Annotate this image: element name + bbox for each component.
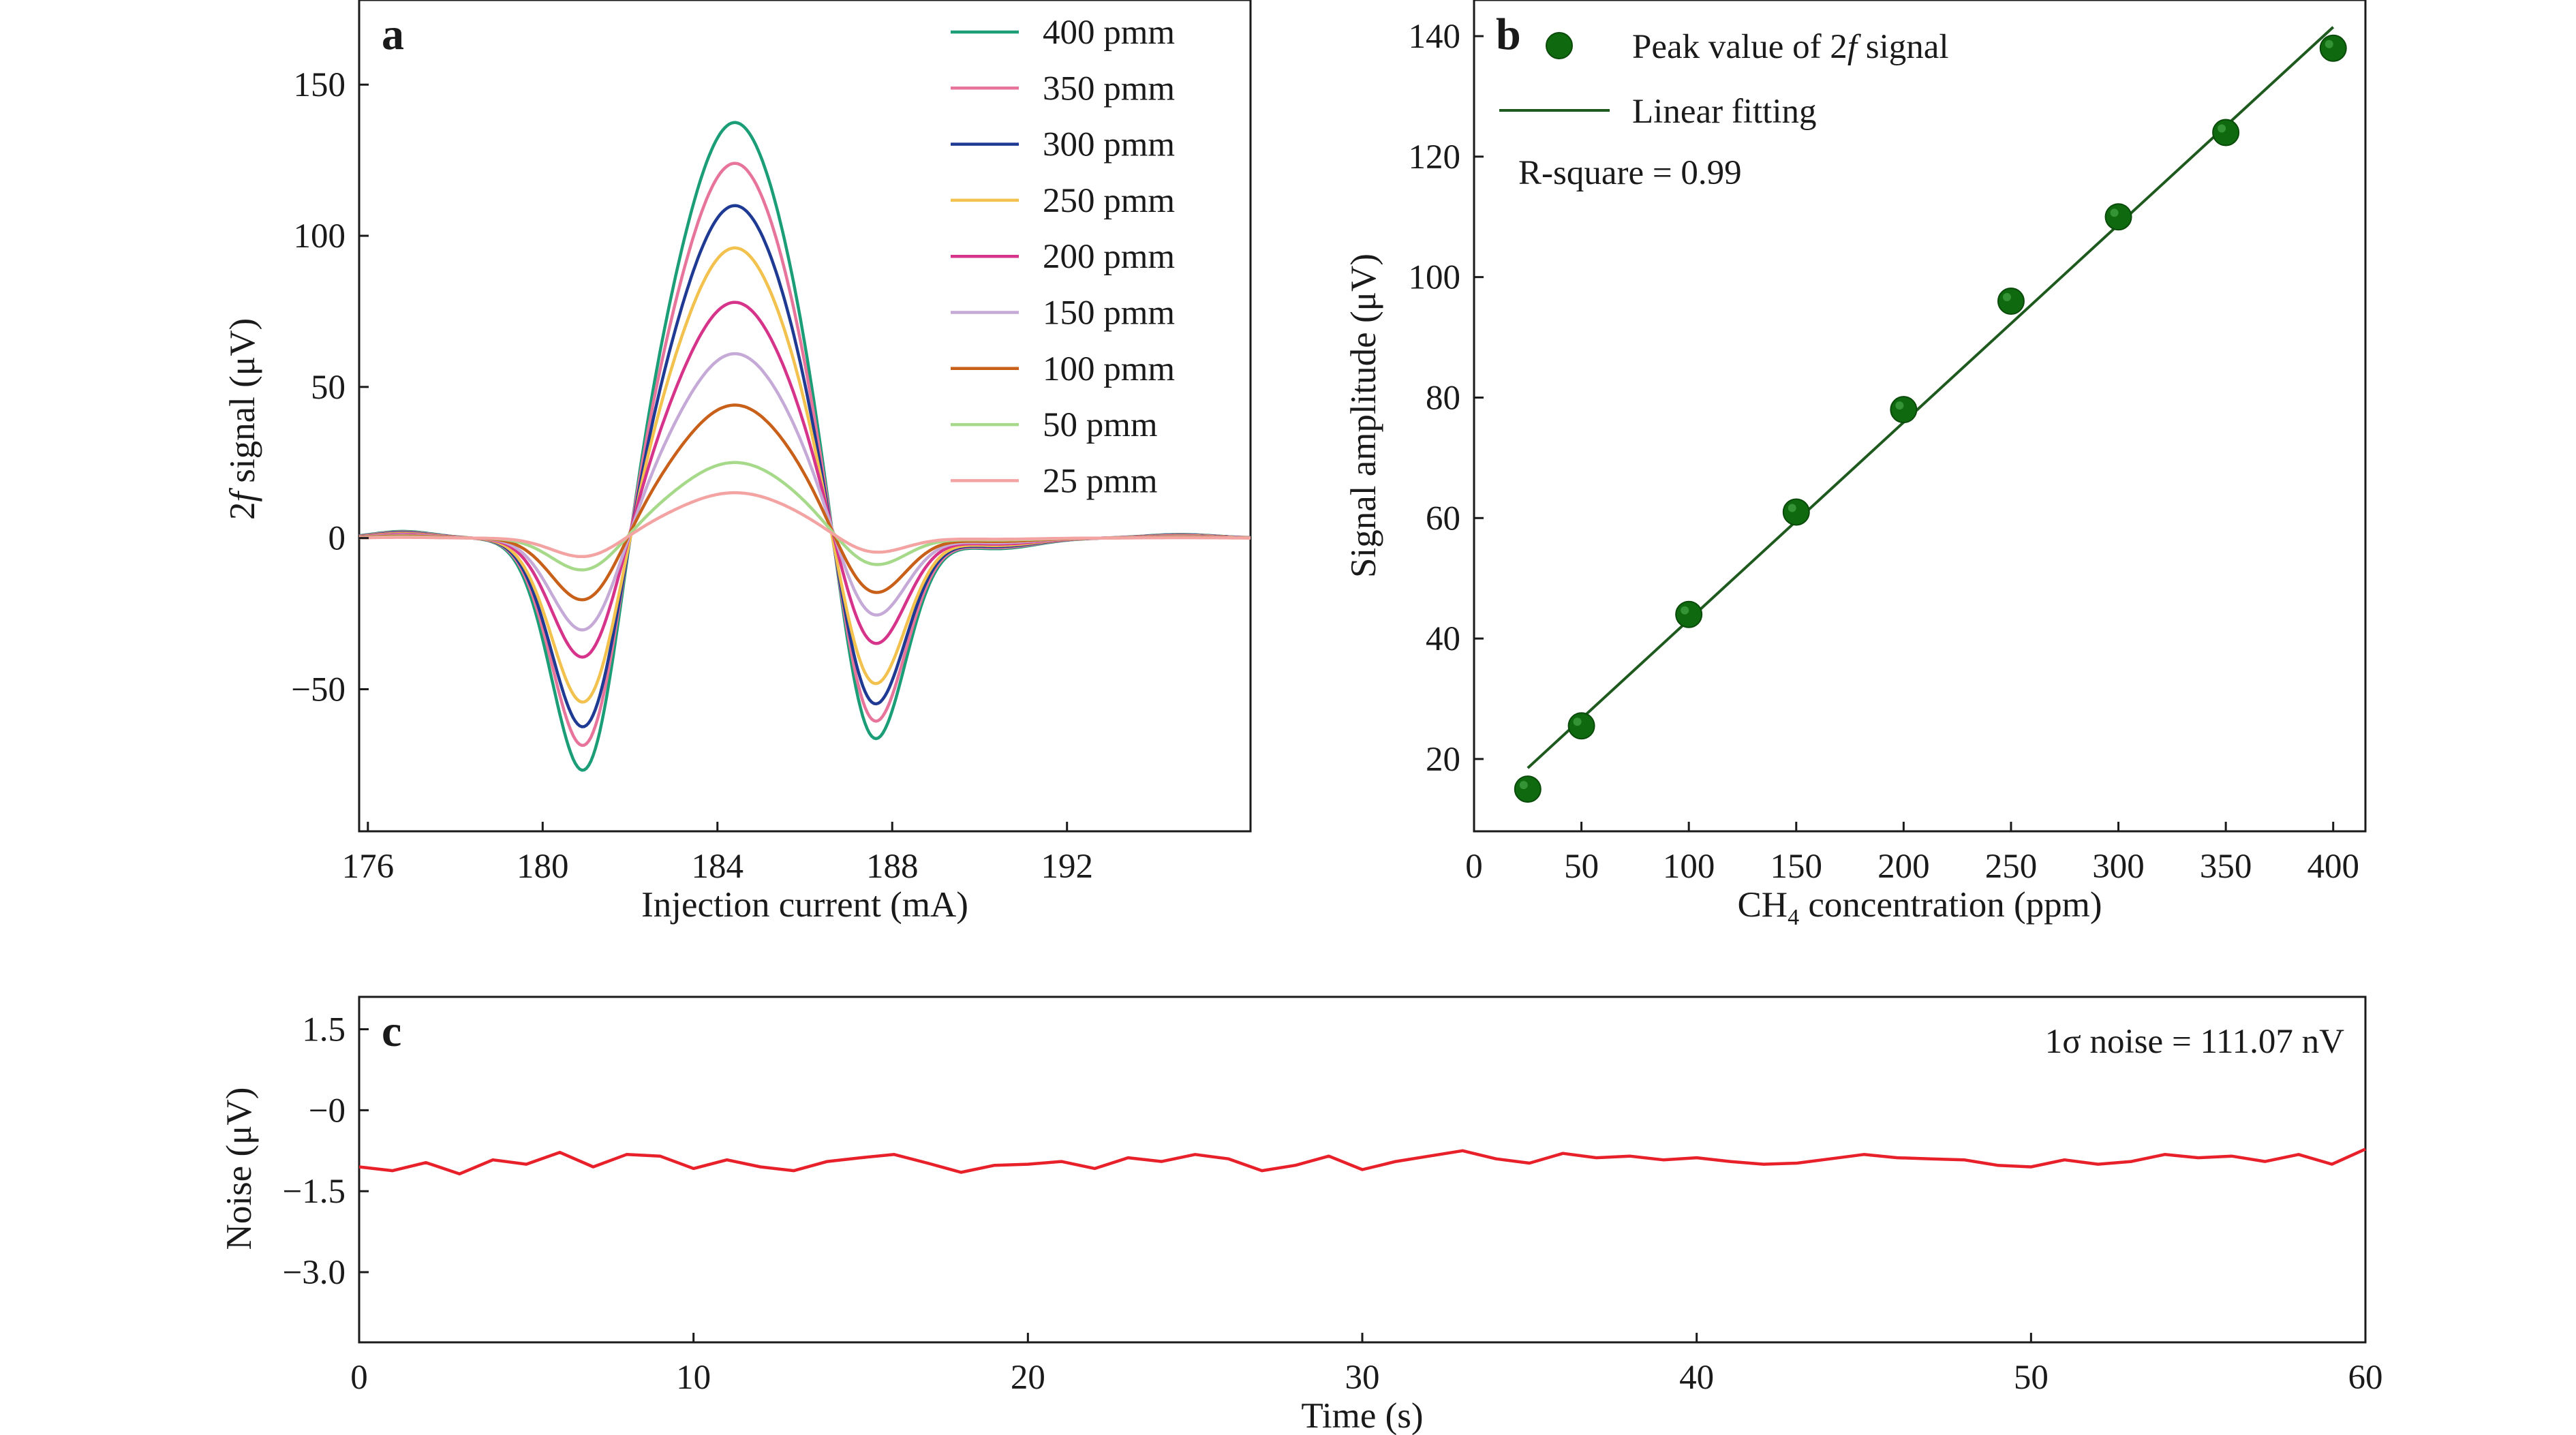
panel-letter-c: c [382,1006,401,1056]
y-axis-label: Signal amplitude (μV) [1344,253,1383,578]
legend-marker [1546,32,1573,59]
legend-label: 350 pmm [1043,70,1175,108]
data-point [1567,712,1595,740]
legend-label: 250 pmm [1043,182,1175,220]
x-tick-label: 50 [2014,1359,2049,1397]
y-tick-label: 20 [1426,741,1460,779]
data-point [1782,498,1810,526]
y-tick-label: −1.5 [282,1173,346,1211]
panel-c: 0 10 20 30 40 50 60 1.5 −0 −1.5 −3.0 Time (s) Noise … [219,996,2383,1435]
legend-label: 200 pmm [1043,238,1175,276]
x-tick-label: 50 [1564,848,1599,886]
y-tick-label: −50 [291,670,346,709]
y-axis-label: Noise (μV) [219,1087,259,1250]
y-tick-label: 40 [1426,620,1460,658]
panel-b: 0 50 100 150 200 250 300 350 400 20 40 60 80 100 120 14… [1344,0,2367,930]
legend-label: 150 pmm [1043,294,1175,333]
legend-label: 25 pmm [1043,462,1158,500]
x-tick-label: 20 [1011,1359,1045,1397]
x-tick-label: 176 [342,848,395,886]
legend-label: 100 pmm [1043,350,1175,388]
x-axis-label: Time (s) [1301,1396,1423,1435]
data-point [2104,203,2132,231]
plot-frame [1473,0,2367,833]
plot-frame [358,0,1252,833]
x-tick-label: 150 [1770,848,1823,886]
y-tick-label: 100 [1409,259,1461,297]
x-tick-label: 40 [1679,1359,1714,1397]
x-tick-label: 0 [350,1359,368,1397]
series-line-25-pmm [358,491,1251,559]
x-tick-label: 60 [2348,1359,2383,1397]
linear-fit-line [1527,26,2335,769]
x-tick-label: 0 [1465,848,1483,886]
legend-label: Linear fitting [1632,93,1817,131]
data-point [1890,396,1918,424]
legend-label: 400 pmm [1043,14,1175,52]
y-tick-label: 60 [1426,499,1460,538]
data-point-highlight [1573,718,1582,726]
x-axis-label: Injection current (mA) [641,885,968,925]
panel-letter-a: a [382,10,404,59]
data-point-highlight [1895,401,1904,410]
x-tick-label: 188 [866,848,919,886]
panel-a: 176 180 184 188 192 −50 0 50 100 150 Injection cur… [223,0,1252,925]
x-tick-label: 400 [2307,848,2359,886]
x-axis-label: CH4 concentration (ppm) [1737,885,2102,930]
data-point-highlight [2002,293,2011,302]
data-point [1514,775,1542,803]
y-tick-label: −0 [309,1092,346,1130]
y-tick-label: 120 [1409,138,1461,176]
data-point-highlight [2110,209,2119,217]
y-axis-label: 2f signal (μV) [223,318,262,520]
legend-label: 300 pmm [1043,126,1175,164]
y-tick-label: 140 [1409,18,1461,56]
data-point-highlight [2325,40,2333,48]
x-tick-label: 250 [1985,848,2038,886]
legend-label: 50 pmm [1043,406,1158,444]
y-tick-label: −3.0 [282,1254,346,1292]
panel-letter-b: b [1496,10,1521,59]
y-tick-label: 0 [328,520,346,558]
data-point [2212,119,2240,146]
x-tick-label: 184 [692,848,744,886]
data-point [1675,600,1703,628]
data-point [1997,288,2025,315]
data-point-highlight [1519,781,1528,790]
noise-annotation: 1σ noise = 111.07 nV [2045,1023,2344,1061]
data-point [2319,34,2347,62]
x-tick-label: 180 [517,848,569,886]
noise-line [358,1147,2366,1176]
x-tick-label: 200 [1877,848,1930,886]
y-tick-label: 100 [294,217,346,256]
y-tick-label: 150 [294,66,346,104]
y-tick-label: 80 [1426,379,1460,417]
data-point-highlight [1788,504,1796,512]
legend-label: Peak value of 2f signal [1632,28,1949,66]
x-tick-label: 30 [1345,1359,1380,1397]
y-tick-label: 50 [311,369,346,407]
x-tick-label: 192 [1041,848,1093,886]
x-tick-label: 300 [2092,848,2145,886]
r-square-annotation: R-square = 0.99 [1518,154,1742,192]
data-point-highlight [1681,606,1689,615]
x-tick-label: 10 [676,1359,711,1397]
x-tick-label: 100 [1663,848,1715,886]
y-tick-label: 1.5 [302,1011,346,1049]
data-point-highlight [2218,124,2226,133]
x-tick-label: 350 [2200,848,2252,886]
